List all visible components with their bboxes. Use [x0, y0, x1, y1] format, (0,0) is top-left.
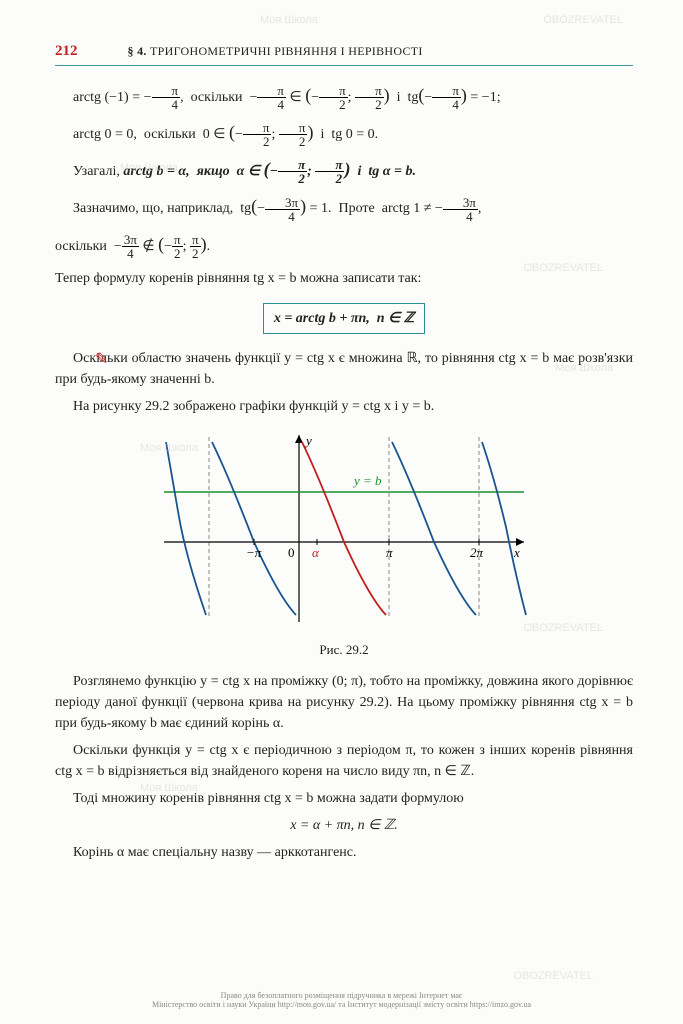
- page-header: 212 § 4. ТРИГОНОМЕТРИЧНІ РІВНЯННЯ І НЕРІ…: [55, 40, 633, 66]
- watermark-oboz: OBOZREVATEL: [513, 968, 593, 985]
- para-3: Розглянемо функцію y = ctg x на проміжку…: [55, 671, 633, 734]
- l3-prefix: Узагалі,: [73, 164, 123, 179]
- math-line-1: arctg (−1) = −π4, оскільки −π4 ∈ (−π2; π…: [55, 82, 633, 111]
- svg-text:α: α: [312, 545, 320, 560]
- section-label: § 4.: [128, 44, 147, 58]
- svg-text:y: y: [304, 433, 312, 448]
- watermark-school: Моя Школа: [260, 12, 318, 29]
- svg-text:2π: 2π: [470, 545, 484, 560]
- svg-text:y = b: y = b: [352, 473, 382, 488]
- para-6: Корінь α має спеціальну назву — арккотан…: [55, 842, 633, 863]
- page-footer: Право для безоплатного розміщення підруч…: [0, 991, 683, 1010]
- svg-text:π: π: [386, 545, 393, 560]
- marked-block: ✎ Оскільки областю значень функції y = c…: [55, 348, 633, 390]
- svg-text:−π: −π: [246, 545, 262, 560]
- boxed-formula: x = arctg b + πn, n ∈ ℤ: [263, 303, 425, 334]
- figure-caption: Рис. 29.2: [55, 640, 633, 660]
- page: Моя Школа OBOZREVATEL Моя Школа OBOZREVA…: [0, 0, 683, 1024]
- math-line-4: Зазначимо, що, наприклад, tg(−3π4) = 1. …: [55, 193, 633, 222]
- hand-marker-icon: ✎: [95, 348, 108, 372]
- math-line-5: оскільки −3π4 ∉ (−π2; π2).: [55, 231, 633, 260]
- svg-text:0: 0: [288, 545, 295, 560]
- watermark-oboz: OBOZREVATEL: [543, 12, 623, 29]
- footer-line-1: Право для безоплатного розміщення підруч…: [0, 991, 683, 1001]
- footer-line-2: Міністерство освіти і науки України http…: [0, 1000, 683, 1010]
- section-name: ТРИГОНОМЕТРИЧНІ РІВНЯННЯ І НЕРІВНОСТІ: [150, 44, 423, 58]
- svg-text:x: x: [513, 545, 520, 560]
- section-title: § 4. ТРИГОНОМЕТРИЧНІ РІВНЯННЯ І НЕРІВНОС…: [128, 42, 423, 60]
- para-4: Оскільки функція y = ctg x є періодичною…: [55, 740, 633, 782]
- page-number: 212: [55, 40, 78, 63]
- formula-line: x = α + πn, n ∈ ℤ.: [55, 815, 633, 836]
- para-5: Тоді множину коренів рівняння ctg x = b …: [55, 788, 633, 809]
- chart-svg: y = b −π 0 α π 2π x y: [154, 427, 534, 627]
- boxed-formula-wrap: x = arctg b + πn, n ∈ ℤ: [55, 295, 633, 342]
- para-1: Оскільки областю значень функції y = ctg…: [55, 348, 633, 390]
- para-2: На рисунку 29.2 зображено графіки функці…: [55, 396, 633, 417]
- line-6: Тепер формулу коренів рівняння tg x = b …: [55, 268, 633, 289]
- cotangent-chart: y = b −π 0 α π 2π x y: [55, 427, 633, 634]
- math-line-2: arctg 0 = 0, оскільки 0 ∈ (−π2; π2) і tg…: [55, 119, 633, 148]
- math-line-3: Узагалі, arctg b = α, якщо α ∈ (−π2; π2)…: [55, 156, 633, 185]
